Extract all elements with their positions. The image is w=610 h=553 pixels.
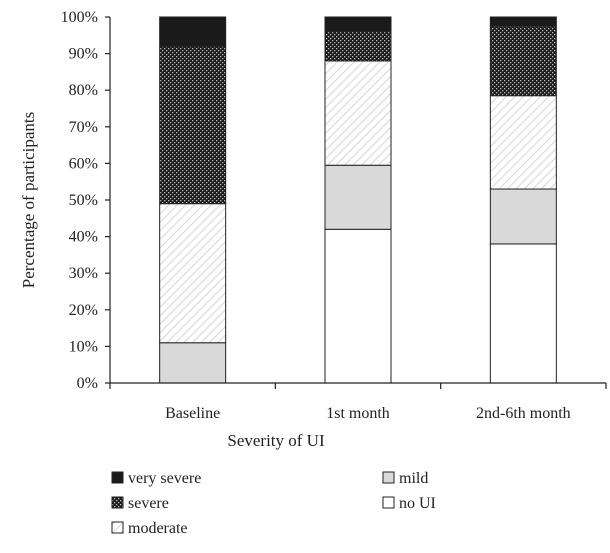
legend-swatch-moderate xyxy=(111,521,124,534)
y-tick-label: 80% xyxy=(69,82,98,99)
bar-2nd-6th-month-mild xyxy=(489,188,557,245)
legend: very severe severe moderate mild no UI xyxy=(111,470,436,537)
bar-baseline-moderate xyxy=(159,203,227,344)
legend-swatch-very-severe xyxy=(111,471,124,484)
y-axis-title: Percentage of participants xyxy=(19,112,38,289)
bar-2nd-6th-month-no-ui xyxy=(489,243,557,384)
legend-swatch-no-ui xyxy=(382,496,395,509)
legend-label-very-severe: very severe xyxy=(128,470,201,487)
y-tick-label: 60% xyxy=(69,155,98,172)
legend-label-mild: mild xyxy=(399,470,428,487)
y-tick-label: 40% xyxy=(69,229,98,246)
y-tick-label: 10% xyxy=(69,338,98,355)
bar-2nd-6th-month-very-severe xyxy=(489,16,557,27)
y-tick-label: 50% xyxy=(69,192,98,209)
legend-label-severe: severe xyxy=(128,495,169,512)
y-tick-label: 0% xyxy=(77,375,98,392)
y-tick-label: 30% xyxy=(69,265,98,282)
x-tick-label-2nd-6th-month: 2nd-6th month xyxy=(476,405,571,422)
axes-layer: 0% 10% 20% 30% 40% 50% 60% 70% 80% 90% 100% Baselin… xyxy=(61,9,607,422)
legend-label-moderate: moderate xyxy=(128,520,188,537)
y-tick-label: 100% xyxy=(61,9,98,26)
bar-2nd-6th-month-moderate xyxy=(489,95,557,190)
x-axis-title: Severity of UI xyxy=(227,431,325,450)
y-tick-label: 70% xyxy=(69,119,98,136)
bar-baseline-mild xyxy=(159,342,227,384)
legend-label-no-ui: no UI xyxy=(399,495,436,512)
y-tick-label: 90% xyxy=(69,46,98,63)
x-tick-label-baseline: Baseline xyxy=(165,405,220,422)
bar-1st-month-severe xyxy=(324,31,392,62)
bar-1st-month-very-severe xyxy=(324,16,392,33)
bar-1st-month-moderate xyxy=(324,60,392,166)
legend-swatch-severe xyxy=(111,496,124,509)
bar-baseline-severe xyxy=(159,45,227,205)
bar-baseline-very-severe xyxy=(159,16,227,47)
bar-1st-month-mild xyxy=(324,164,392,230)
y-tick-label: 20% xyxy=(69,302,98,319)
legend-swatch-mild xyxy=(382,471,395,484)
bar-1st-month-no-ui xyxy=(324,228,392,384)
x-tick-label-1st-month: 1st month xyxy=(326,405,390,422)
bars-layer xyxy=(159,16,557,384)
bar-2nd-6th-month-severe xyxy=(489,25,557,97)
